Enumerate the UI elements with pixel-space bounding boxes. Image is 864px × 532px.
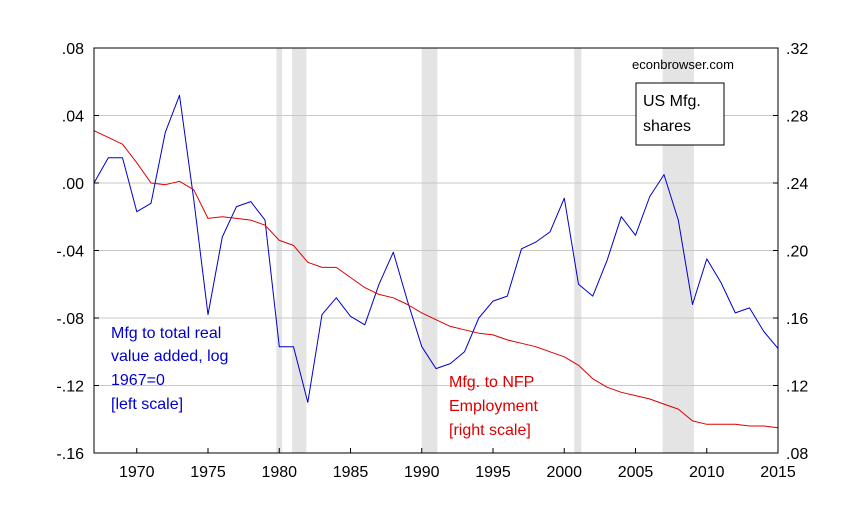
y-left-tick-label-4: .00 <box>62 176 84 193</box>
x-tick-label-3: 1985 <box>333 464 369 481</box>
y-left-tick-label-2: -.08 <box>56 311 84 328</box>
x-tick-label-5: 1995 <box>475 464 511 481</box>
x-tick-label-7: 2005 <box>618 464 654 481</box>
x-tick-label-2: 1980 <box>261 464 297 481</box>
red-series-label-line-2: Employment <box>449 398 538 415</box>
y-right-tick-label-3: .20 <box>786 244 808 261</box>
x-tick-label-1: 1975 <box>190 464 226 481</box>
red-series-annotation: Mfg. to NFP Employment [right scale] <box>449 374 538 439</box>
blue-series-label-line-3: 1967=0 <box>111 372 165 389</box>
credit-label: econbrowser.com <box>632 57 734 72</box>
y-left-tick-label-6: .08 <box>62 41 84 58</box>
blue-series-annotation: Mfg to total real value added, log 1967=… <box>111 325 228 413</box>
x-tick-label-4: 1990 <box>404 464 440 481</box>
y-right-tick-label-4: .24 <box>786 176 808 193</box>
blue-series-label-line-2: value added, log <box>111 348 228 365</box>
blue-series-label-line-1: Mfg to total real <box>111 325 221 342</box>
series-line-1 <box>93 130 779 429</box>
axis-ticks: 1970 1975 1980 1985 1990 1995 2000 2005 2010 2015… <box>56 41 808 481</box>
y-left-tick-label-1: -.12 <box>56 379 84 396</box>
legend-box-frame <box>635 82 725 146</box>
y-left-tick-label-5: .04 <box>62 109 84 126</box>
series-line-0 <box>93 94 779 403</box>
y-left-tick-label-0: -.16 <box>56 446 84 463</box>
red-series-label-line-3: [right scale] <box>449 422 531 439</box>
legend-box-line-2: shares <box>643 118 691 135</box>
blue-series-label-line-4: [left scale] <box>111 396 183 413</box>
legend-box-line-1: US Mfg. <box>643 93 701 110</box>
x-tick-label-0: 1970 <box>119 464 155 481</box>
red-series-label-line-1: Mfg. to NFP <box>449 374 534 391</box>
y-left-tick-label-3: -.04 <box>56 244 84 261</box>
y-right-tick-label-6: .32 <box>786 41 808 58</box>
x-tick-label-6: 2000 <box>546 464 582 481</box>
x-tick-label-8: 2010 <box>689 464 725 481</box>
y-right-tick-label-5: .28 <box>786 109 808 126</box>
y-right-tick-label-1: .12 <box>786 379 808 396</box>
y-right-tick-label-0: .08 <box>786 446 808 463</box>
x-tick-label-9: 2015 <box>760 464 796 481</box>
legend-box: US Mfg. shares <box>635 82 725 146</box>
y-right-tick-label-2: .16 <box>786 311 808 328</box>
series-lines <box>93 94 779 429</box>
